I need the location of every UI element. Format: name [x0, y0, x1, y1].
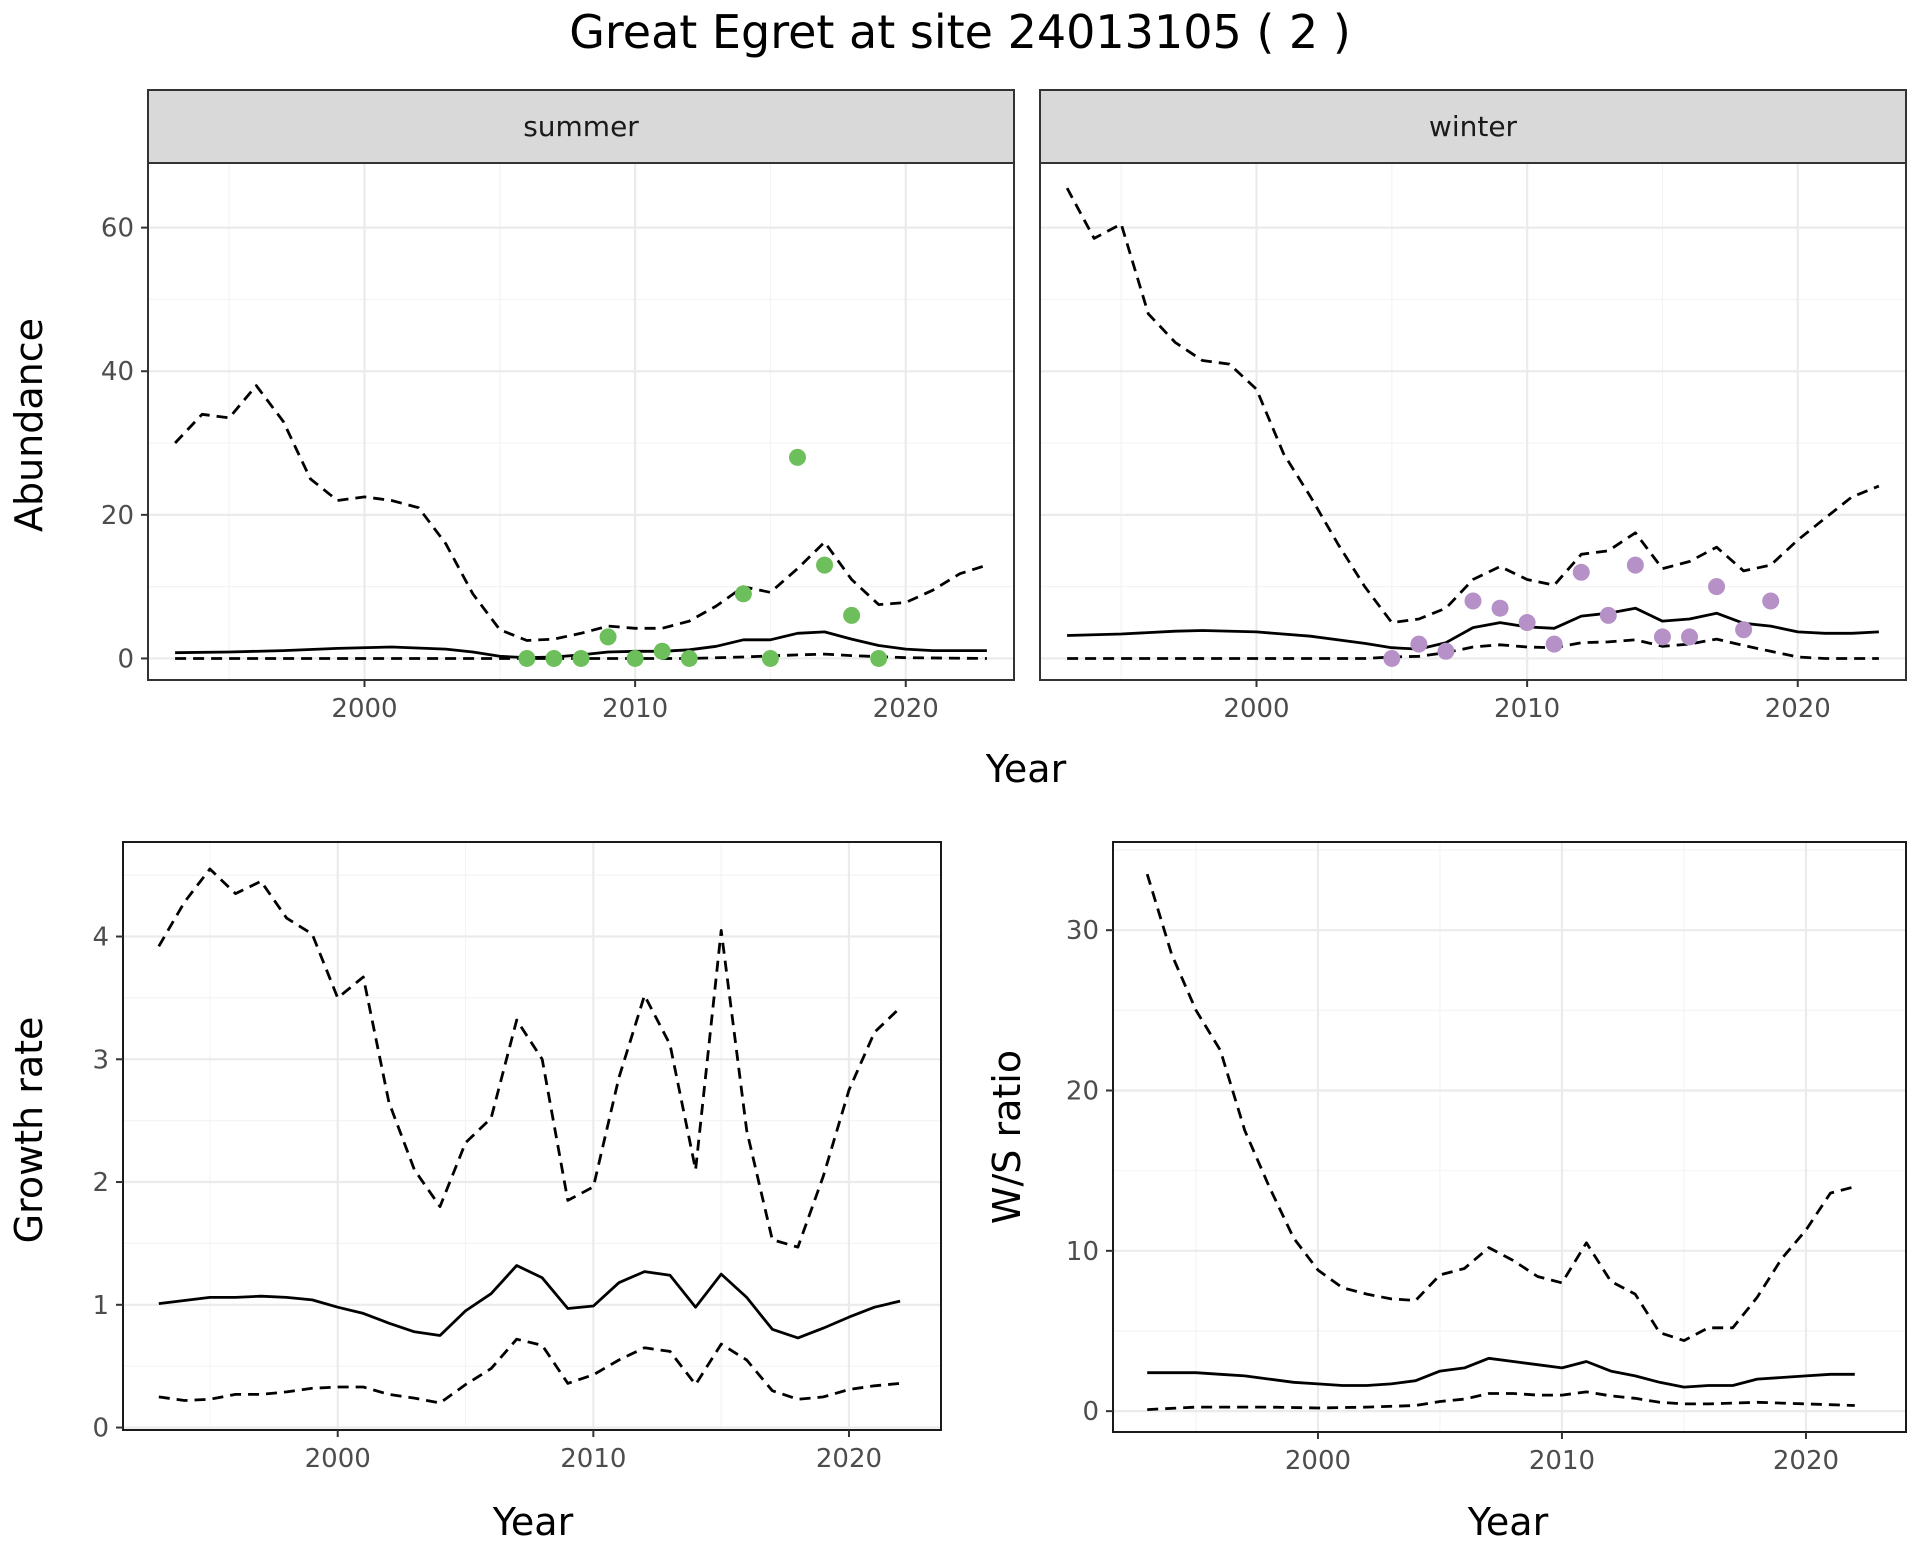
ws-ratio-x-tick-label: 2020 — [1773, 1446, 1839, 1476]
summer-observed-point — [518, 649, 536, 667]
summer-panel: 0 20 40 60 2000 2010 2020 summer — [101, 89, 1015, 724]
summer-x-tick-label: 2010 — [602, 694, 668, 724]
abundance-x-axis-title: Year — [985, 747, 1067, 791]
winter-observed-point — [1383, 649, 1401, 667]
summer-x-tick-label: 2000 — [331, 694, 397, 724]
winter-observed-point — [1545, 635, 1563, 653]
growth-rate-x-tick-label: 2010 — [560, 1444, 626, 1474]
growth-rate-y-tick-label: 2 — [92, 1168, 109, 1198]
summer-lower-bound-line — [175, 652, 987, 660]
ws-ratio-upper-bound-line — [1145, 873, 1856, 1342]
winter-observed-point — [1708, 578, 1726, 596]
summer-facet-strip — [147, 89, 1015, 164]
summer-y-tick-label: 40 — [101, 357, 134, 387]
summer-plot-background — [148, 163, 1014, 680]
summer-observed-point — [761, 649, 779, 667]
ws-ratio-y-tick-label: 20 — [1066, 1077, 1099, 1107]
growth-rate-lower-bound-line — [158, 1337, 901, 1405]
winter-observed-point — [1653, 628, 1671, 646]
ws-ratio-y-tick-label: 30 — [1066, 916, 1099, 946]
ws-ratio-lower-bound-line — [1147, 1390, 1855, 1411]
summer-observed-point — [599, 628, 617, 646]
ws-ratio-x-tick-label: 2010 — [1529, 1446, 1595, 1476]
growth-rate-y-tick-label: 1 — [92, 1291, 109, 1321]
winter-observed-point — [1491, 599, 1509, 617]
winter-observed-point — [1464, 592, 1482, 610]
growth-y-axis-title: Growth rate — [7, 1017, 51, 1244]
winter-upper-bound-line — [1065, 187, 1880, 624]
growth-rate-panel-border — [122, 841, 942, 1431]
ws-ratio-estimate-line — [1147, 1356, 1855, 1389]
winter-lower-bound-line — [1067, 637, 1879, 660]
winter-observed-point — [1681, 628, 1698, 646]
chart-title: Great Egret at site 24013105 ( 2 ) — [569, 5, 1351, 59]
growth-rate-panel: 0 1 2 3 4 2000 2010 2020 — [92, 841, 942, 1474]
summer-observed-point — [816, 556, 834, 574]
winter-observed-point — [1572, 563, 1590, 581]
ws-ratio-y-tick-label: 0 — [1082, 1397, 1099, 1427]
winter-observed-point — [1735, 621, 1753, 639]
growth-rate-y-tick-label: 3 — [92, 1045, 109, 1075]
summer-observed-point — [843, 606, 861, 624]
summer-observed-point — [870, 649, 888, 667]
summer-observed-point — [572, 649, 590, 667]
summer-observed-point — [680, 649, 698, 667]
winter-x-tick-label: 2010 — [1494, 694, 1560, 724]
summer-x-tick-label: 2020 — [873, 694, 939, 724]
ws-ratio-x-axis-title: Year — [1467, 1500, 1549, 1544]
summer-observed-point — [545, 649, 563, 667]
ws-ratio-panel: 0 10 20 30 2000 2010 2020 — [1066, 841, 1907, 1476]
winter-facet-strip — [1039, 89, 1907, 164]
summer-upper-bound-line — [174, 384, 988, 642]
winter-estimate-line — [1067, 606, 1879, 651]
summer-observed-point — [653, 642, 671, 660]
growth-rate-y-tick-label: 4 — [92, 923, 109, 953]
growth-rate-x-tick-label: 2020 — [816, 1444, 882, 1474]
growth-rate-y-tick-label: 0 — [92, 1414, 109, 1444]
abundance-y-axis-title: Abundance — [7, 318, 51, 532]
ws-ratio-x-tick-label: 2000 — [1285, 1446, 1351, 1476]
growth-rate-x-tick-label: 2000 — [305, 1444, 371, 1474]
winter-observed-point — [1599, 606, 1617, 624]
growth-x-axis-title: Year — [492, 1500, 574, 1544]
winter-observed-point — [1626, 556, 1644, 574]
summer-facet-label: summer — [523, 110, 639, 143]
ws-ratio-plot-background — [1113, 842, 1906, 1432]
ws-ratio-panel-border — [1112, 841, 1907, 1433]
winter-panel: 2000 2010 2020 winter — [1039, 89, 1907, 724]
growth-rate-estimate-line — [158, 1264, 901, 1340]
summer-y-tick-label: 0 — [117, 644, 134, 674]
winter-x-tick-label: 2020 — [1765, 694, 1831, 724]
ws-ratio-y-tick-label: 10 — [1066, 1237, 1099, 1267]
winter-observed-point — [1410, 635, 1428, 653]
growth-rate-plot-background — [123, 842, 941, 1430]
summer-y-tick-label: 20 — [101, 501, 134, 531]
winter-observed-point — [1437, 642, 1455, 660]
winter-facet-label: winter — [1429, 110, 1518, 143]
winter-observed-point — [1518, 614, 1536, 632]
winter-observed-point — [1762, 592, 1780, 610]
summer-observed-point — [789, 448, 806, 466]
summer-y-tick-label: 60 — [101, 214, 134, 244]
ws-ratio-y-axis-title: W/S ratio — [985, 1050, 1029, 1224]
summer-observed-point — [626, 649, 644, 667]
winter-x-tick-label: 2000 — [1223, 694, 1289, 724]
summer-observed-point — [734, 585, 752, 603]
